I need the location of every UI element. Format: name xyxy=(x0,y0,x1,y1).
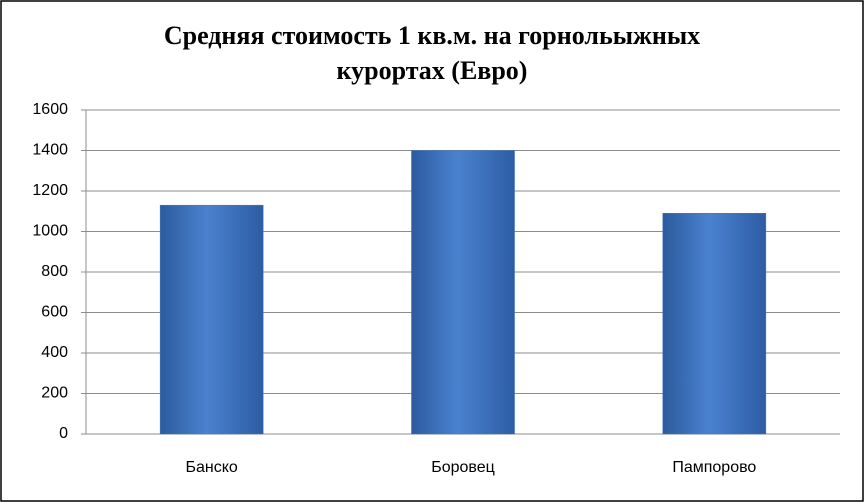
y-tick-label: 600 xyxy=(41,304,68,321)
y-tick-label: 1400 xyxy=(32,142,68,159)
y-tick-label: 400 xyxy=(41,344,68,361)
y-tick-label: 1600 xyxy=(32,101,68,118)
x-tick-label: Банско xyxy=(186,459,238,476)
bar xyxy=(411,150,515,435)
y-tick-label: 1000 xyxy=(32,223,68,240)
y-tick-label: 200 xyxy=(41,385,68,402)
x-tick-label: Пампорово xyxy=(672,459,756,476)
y-tick-label: 1200 xyxy=(32,182,68,199)
chart-title: Средняя стоимость 1 кв.м. на горнольыжны… xyxy=(163,21,701,85)
x-tick-label: Боровец xyxy=(431,459,495,476)
y-tick-label: 800 xyxy=(41,263,68,280)
bar xyxy=(159,204,264,435)
y-tick-label: 0 xyxy=(59,425,68,442)
bar xyxy=(662,213,767,435)
